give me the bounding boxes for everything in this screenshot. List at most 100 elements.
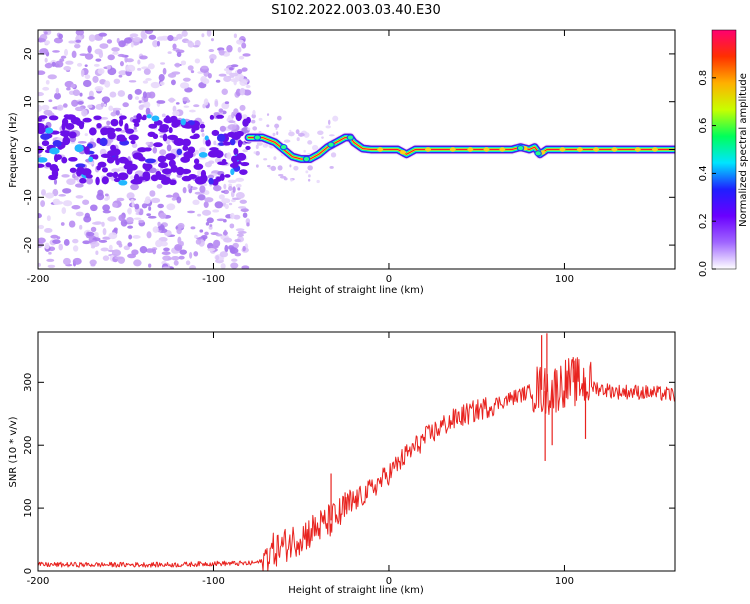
spectrogram-noise-blob	[187, 183, 191, 190]
spectrogram-ridge-blob	[346, 134, 355, 141]
spectrogram-ridge-peak	[377, 147, 384, 152]
spectrogram-noise-blob	[112, 202, 118, 208]
spectrogram-noise-blob	[75, 195, 84, 199]
spectrogram-noise-blob	[72, 173, 76, 179]
spectrogram-noise-blob	[242, 245, 246, 252]
spectrogram-core-blob	[101, 176, 109, 185]
spectrogram-core-blob	[205, 139, 211, 147]
spectrogram-noise-blob	[66, 178, 76, 185]
spectrogram-noise-blob	[68, 220, 76, 228]
spectrogram-noise-blob	[200, 65, 209, 70]
spectrogram-noise-blob	[180, 60, 187, 66]
spectrogram-core-blob	[111, 148, 121, 156]
spectrogram-core-blob	[96, 122, 102, 129]
spectrogram-noise-blob	[62, 103, 68, 108]
spectrogram-noise-blob	[84, 133, 88, 137]
spectrogram-noise-blob	[48, 251, 52, 255]
spectrogram-noise-blob	[94, 85, 104, 92]
spectrogram-ridge-blob	[327, 141, 335, 148]
spectrogram-noise-blob	[213, 140, 217, 146]
spectrogram-noise-blob	[222, 231, 228, 236]
spectrogram-noise-blob	[166, 203, 176, 211]
spectrogram-noise-blob	[52, 50, 60, 53]
spectrogram-core-blob	[81, 168, 92, 176]
spectrogram-noise-blob	[149, 141, 154, 147]
spectrogram-core-blob	[157, 155, 167, 163]
spectrogram-core-blob	[93, 154, 99, 160]
spectrogram-core-blob	[84, 146, 90, 155]
spectrogram-noise-blob	[274, 123, 280, 129]
spectrogram-noise-blob	[77, 140, 87, 144]
spectrogram-noise-blob	[247, 127, 251, 131]
spectrogram-core-blob	[239, 169, 248, 176]
spectrogram-noise-blob	[52, 188, 59, 197]
spectrogram-core-blob	[112, 171, 119, 179]
spectrogram-core-blob	[204, 135, 209, 141]
spectrogram-ridge-peak	[634, 147, 641, 152]
spectrogram-noise-blob	[90, 241, 100, 248]
spectrogram-x-tick-label: -200	[27, 274, 50, 285]
spectrogram-noise-blob	[160, 35, 170, 41]
spectrogram-noise-blob	[214, 201, 224, 209]
spectrogram-noise-blob	[215, 79, 221, 83]
spectrogram-ridge-peak	[399, 150, 406, 155]
spectrogram-noise-blob	[237, 69, 243, 75]
spectrogram-noise-blob	[234, 238, 241, 243]
spectrogram-ridge-peak	[467, 147, 474, 152]
spectrogram-core-blob	[180, 156, 190, 163]
spectrogram-noise-blob	[239, 87, 246, 96]
spectrogram-core-blob	[230, 168, 235, 176]
spectrogram-noise-blob	[100, 247, 109, 252]
spectrogram-noise-blob	[276, 115, 282, 121]
spectrogram-noise-blob	[293, 165, 299, 171]
spectrogram-noise-blob	[79, 92, 83, 97]
spectrogram-noise-blob	[62, 188, 72, 194]
spectrogram-noise-blob	[147, 63, 155, 70]
spectrogram-noise-blob	[179, 82, 190, 89]
spectrogram-noise-blob	[100, 102, 104, 108]
spectrogram-noise-blob	[150, 197, 161, 204]
spectrogram-ridge-peak	[611, 147, 618, 152]
snr-y-tick-label: 300	[23, 373, 34, 392]
spectrogram-core-blob	[181, 138, 191, 147]
spectrogram-noise-blob	[327, 119, 331, 125]
spectrogram-noise-blob	[167, 51, 172, 54]
spectrogram-core-blob	[49, 147, 60, 155]
spectrogram-noise-blob	[278, 174, 284, 177]
spectrogram-y-tick-label: 20	[23, 48, 34, 61]
colorbar-tick-label: 0.4	[698, 165, 709, 181]
spectrogram-noise-blob	[307, 140, 313, 145]
spectrogram-noise-blob	[241, 42, 247, 49]
spectrogram-noise-blob	[184, 87, 193, 93]
spectrogram-noise-blob	[147, 215, 157, 219]
spectrogram-core-blob	[61, 156, 68, 164]
spectrogram-noise-blob	[84, 53, 94, 60]
spectrogram-core-blob	[170, 164, 178, 173]
spectrogram-noise-blob	[237, 230, 247, 234]
colorbar-ticks: 0.0 0.2 0.4 0.6 0.8	[698, 70, 716, 277]
spectrogram-noise-blob	[221, 198, 231, 204]
spectrogram-core-blob	[88, 156, 94, 162]
spectrogram-noise-blob	[82, 199, 90, 205]
spectrogram-ridge-blob	[253, 134, 262, 141]
spectrogram-noise-blob	[204, 197, 214, 203]
spectrogram-noise-blob	[172, 110, 180, 117]
spectrogram-noise-blob	[258, 117, 263, 121]
spectrogram-core-blob	[74, 144, 84, 153]
spectrogram-noise-blob	[138, 104, 144, 111]
figure-title: S102.2022.003.03.40.E30	[271, 3, 440, 18]
spectrogram-core-blob	[224, 174, 231, 178]
snr-axes: -200 -100 0 100 0 100 200 300	[23, 332, 675, 587]
spectrogram-noise-blob	[38, 262, 41, 267]
spectrogram-core-blob	[44, 127, 54, 134]
spectrogram-noise-blob	[230, 247, 239, 254]
spectrogram-noise-blob	[38, 70, 46, 75]
spectrogram-ridge-core	[247, 136, 675, 160]
spectrogram-noise-blob	[197, 194, 206, 201]
spectrogram-core-blob	[144, 167, 151, 172]
spectrogram-noise-blob	[102, 210, 111, 214]
spectrogram-noise-blob	[228, 202, 233, 206]
spectrogram-core-blob	[130, 140, 136, 145]
spectrogram-noise-blob	[171, 256, 180, 261]
spectrogram-noise-blob	[201, 33, 205, 38]
